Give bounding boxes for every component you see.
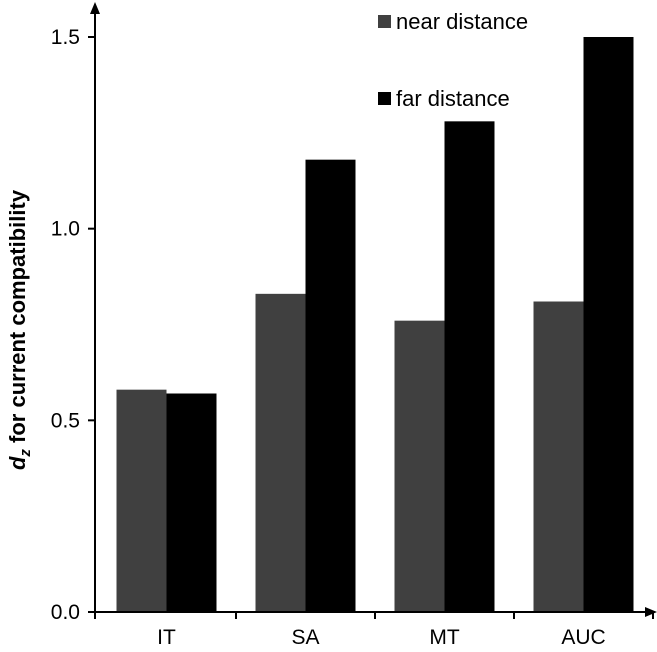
bar-auc-near	[533, 301, 584, 612]
y-tick-label: 0.0	[51, 601, 80, 624]
legend-swatch-far	[378, 92, 391, 105]
y-axis-arrow	[90, 2, 100, 14]
y-tick-label: 1.0	[51, 218, 80, 241]
bar-it-near	[116, 389, 167, 612]
legend: near distance far distance	[378, 9, 528, 111]
x-tick-label-mt: MT	[429, 626, 459, 649]
x-tick-label-it: IT	[157, 626, 176, 649]
axes-group	[90, 2, 657, 617]
x-tick-label-sa: SA	[291, 626, 319, 649]
bar-it-far	[166, 393, 217, 612]
legend-label-far: far distance	[396, 86, 510, 111]
y-tick-label: 0.5	[51, 409, 80, 432]
x-axis-arrow	[645, 607, 657, 617]
y-axis-label-sub: z	[17, 449, 34, 458]
bar-mt-near	[394, 320, 445, 612]
legend-swatch-near	[378, 15, 391, 28]
x-tick-label-auc: AUC	[561, 626, 605, 649]
x-ticks-group: IT SA MT AUC	[94, 612, 654, 649]
y-tick-label: 1.5	[51, 26, 80, 49]
y-axis-label-rest: for current compatibility	[5, 189, 30, 449]
bar-sa-far	[305, 159, 356, 612]
bar-auc-far	[583, 37, 634, 612]
bar-sa-near	[255, 293, 306, 612]
y-axis-label: dz for current compatibility	[5, 189, 34, 470]
y-ticks-group: 0.0 0.5 1.0 1.5	[51, 26, 95, 624]
legend-label-near: near distance	[396, 9, 528, 34]
bars-group	[116, 37, 634, 612]
y-axis-label-main: d	[5, 456, 30, 470]
bar-mt-far	[444, 121, 495, 612]
